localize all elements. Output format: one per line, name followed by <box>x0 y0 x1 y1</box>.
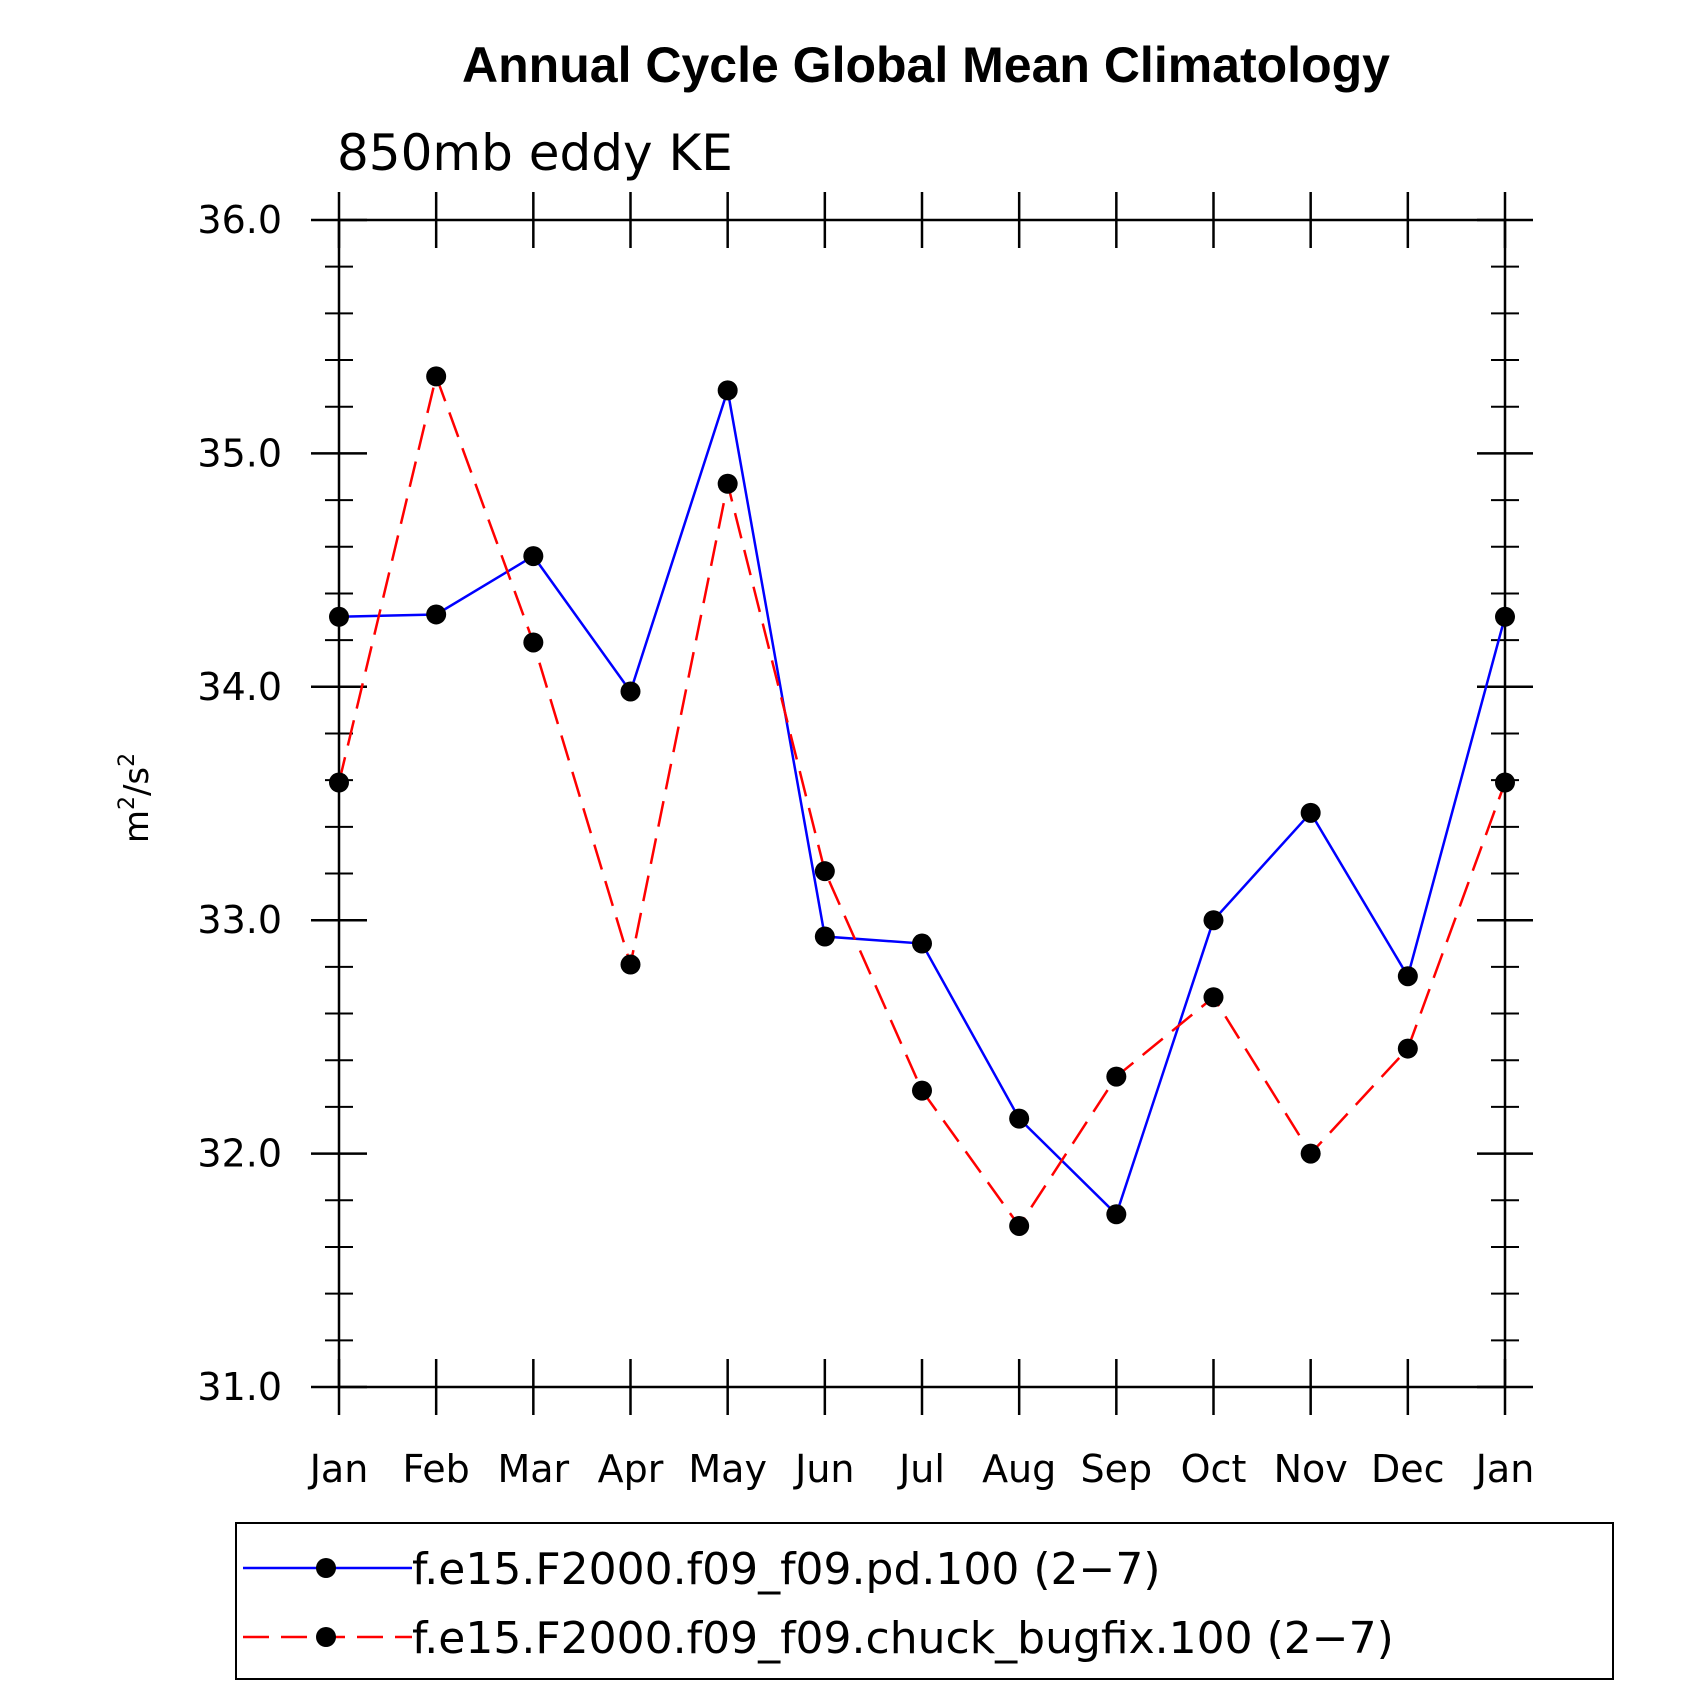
series-1-point-7 <box>1009 1215 1030 1236</box>
x-tick-label-apr-3: Apr <box>598 1447 664 1491</box>
y-tick-label-1: 32.0 <box>197 1132 282 1176</box>
axis-ticks <box>311 192 1533 1415</box>
chart-title: Annual Cycle Global Mean Climatology <box>462 37 1390 93</box>
x-tick-label-nov-10: Nov <box>1274 1447 1348 1491</box>
series-0-point-5 <box>814 926 835 947</box>
series-1-point-6 <box>912 1080 932 1101</box>
series-0-point-1 <box>426 604 447 625</box>
y-axis-label: m2/s2 <box>115 753 157 843</box>
series-1-point-2 <box>523 632 544 653</box>
legend-label-chuck-bugfix: f.e15.F2000.f09_f09.chuck_bugfix.100 (2−… <box>412 1613 1394 1664</box>
series-1-point-8 <box>1106 1066 1127 1087</box>
legend-marker-pd <box>316 1558 336 1578</box>
series-1-point-3 <box>620 954 641 975</box>
x-tick-label-jul-6: Jul <box>897 1447 945 1491</box>
x-tick-label-feb-1: Feb <box>403 1447 470 1491</box>
y-tick-label-0: 31.0 <box>197 1365 282 1409</box>
x-tick-label-may-4: May <box>688 1447 767 1491</box>
series-0-point-6 <box>912 933 932 954</box>
series-0-point-7 <box>1009 1108 1030 1129</box>
legend-marker-chuck-bugfix <box>316 1627 336 1647</box>
series-0-point-2 <box>523 546 544 567</box>
series-markers <box>329 366 1515 1236</box>
chart-subtitle: 850mb eddy KE <box>337 124 733 182</box>
x-tick-label-mar-2: Mar <box>497 1447 569 1491</box>
x-tick-labels: Jan Feb Mar Apr May Jun Jul Aug Sep Oct Nov Dec Jan <box>308 1447 1535 1491</box>
series-0-point-8 <box>1106 1204 1127 1225</box>
x-tick-label-dec-11: Dec <box>1371 1447 1445 1491</box>
series-0-point-9 <box>1203 910 1224 931</box>
series-1-point-4 <box>717 473 738 494</box>
x-tick-label-oct-9: Oct <box>1181 1447 1247 1491</box>
legend-box <box>235 1522 1614 1680</box>
x-tick-label-jun-5: Jun <box>793 1447 854 1491</box>
x-tick-label-aug-7: Aug <box>982 1447 1056 1491</box>
series-0-point-3 <box>620 681 641 702</box>
y-tick-label-4: 35.0 <box>197 431 282 475</box>
y-tick-label-3: 34.0 <box>197 665 282 709</box>
series-0-point-11 <box>1397 966 1418 987</box>
series-1-point-11 <box>1397 1038 1418 1059</box>
plot-frame <box>337 218 1507 1389</box>
y-tick-label-5: 36.0 <box>197 198 282 242</box>
series-0-point-4 <box>717 380 738 401</box>
series-1-point-9 <box>1203 987 1224 1008</box>
series-1-point-10 <box>1300 1143 1321 1164</box>
y-tick-label-2: 33.0 <box>197 898 282 942</box>
legend-label-pd: f.e15.F2000.f09_f09.pd.100 (2−7) <box>412 1544 1161 1595</box>
series-1-point-5 <box>814 861 835 882</box>
y-tick-labels: 31.0 32.0 33.0 34.0 35.0 36.0 <box>197 198 282 1409</box>
x-tick-label-jan-12: Jan <box>1474 1447 1535 1491</box>
legend: f.e15.F2000.f09_f09.pd.100 (2−7) f.e15.F… <box>235 1522 1614 1680</box>
series-1-point-1 <box>426 366 447 387</box>
series-0-point-10 <box>1300 802 1321 823</box>
x-tick-label-jan-0: Jan <box>308 1447 369 1491</box>
x-tick-label-sep-8: Sep <box>1081 1447 1153 1491</box>
